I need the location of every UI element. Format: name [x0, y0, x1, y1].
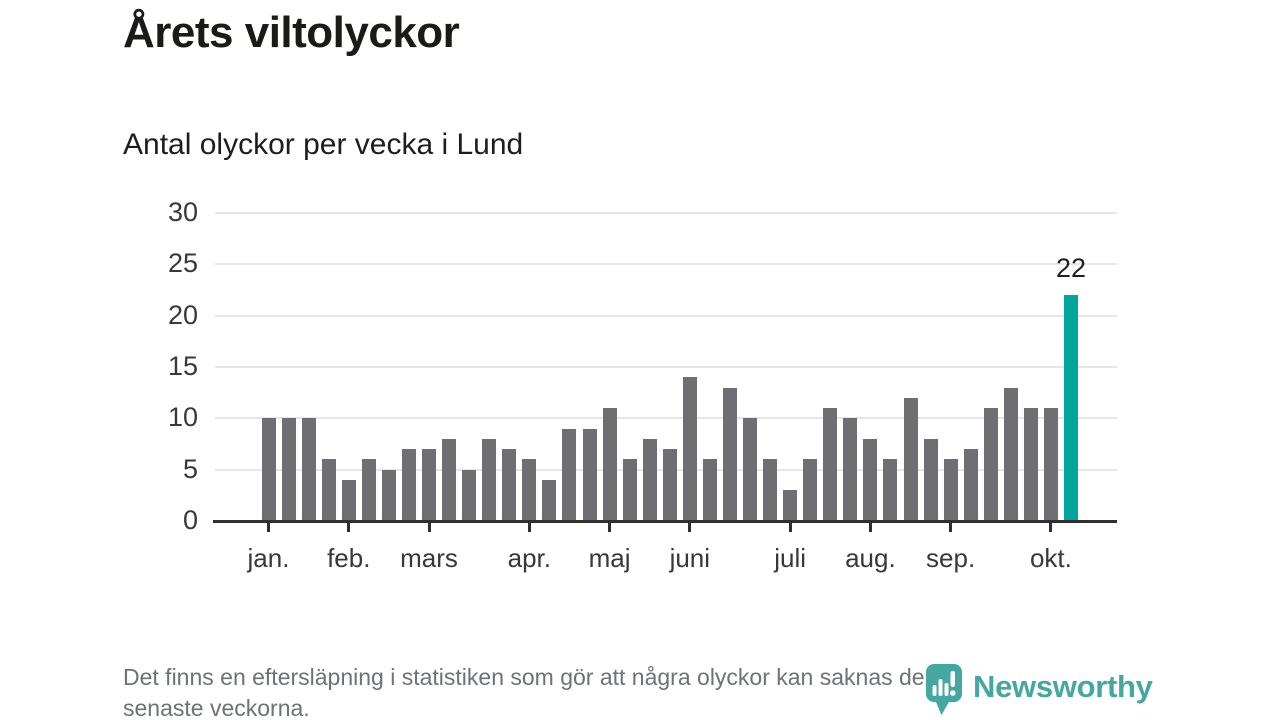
highlighted-bar-week-41 — [1064, 295, 1078, 521]
x-axis-month-label: jan. — [247, 543, 290, 573]
y-axis-tick-label: 10 — [167, 402, 198, 433]
y-axis-tick-label: 5 — [182, 453, 198, 484]
x-axis-tick-juli — [788, 522, 792, 532]
x-axis-tick-jan — [267, 522, 270, 532]
bar-week-15 — [542, 479, 557, 521]
bar-week-29 — [823, 408, 838, 521]
bar-week-33 — [903, 397, 918, 521]
bar-week-25 — [743, 418, 757, 521]
bar-week-28 — [803, 459, 818, 521]
bar-week-27 — [783, 490, 798, 521]
y-axis-tick-label: 0 — [182, 505, 198, 535]
newsworthy-logo-icon — [926, 664, 962, 720]
footer-note: Det finns en eftersläpning i statistiken… — [123, 662, 1183, 720]
x-axis-tick-okt — [1049, 522, 1053, 532]
x-axis-line — [213, 519, 1117, 523]
bar-week-30 — [843, 418, 858, 521]
bar-week-22 — [682, 377, 697, 521]
bar-week-34 — [923, 438, 938, 521]
bar-week-2 — [281, 418, 296, 521]
bar-week-19 — [622, 459, 637, 521]
grid-line-25 — [215, 263, 1117, 266]
bar-week-16 — [562, 428, 577, 521]
x-axis-month-label: sep. — [926, 543, 976, 573]
bar-week-23 — [702, 459, 717, 521]
x-axis-month-label: aug. — [845, 543, 896, 573]
bar-week-37 — [983, 408, 998, 521]
grid-line-15 — [215, 366, 1117, 368]
x-axis-month-label: okt. — [1029, 543, 1072, 573]
x-axis-month-label: juni — [669, 543, 711, 573]
y-axis-tick-label: 25 — [167, 248, 198, 279]
bar-week-21 — [662, 449, 677, 521]
bar-week-20 — [642, 438, 657, 521]
y-axis-tick-label: 15 — [167, 351, 198, 381]
bar-week-9 — [422, 449, 436, 521]
bar-week-11 — [462, 469, 477, 521]
bar-week-17 — [582, 428, 597, 521]
chart-subtitle: Antal olyckor per vecka i Lund — [123, 128, 524, 161]
x-axis-tick-mars — [427, 522, 431, 532]
bar-week-39 — [1023, 408, 1038, 521]
grid-line-30 — [215, 212, 1117, 214]
highlight-value-label: 22 — [1055, 253, 1087, 284]
x-axis-month-label: maj — [588, 543, 631, 573]
bar-week-26 — [763, 459, 778, 521]
bar-week-24 — [722, 387, 737, 521]
footer-note-line1: Det finns en eftersläpning i statistiken… — [123, 664, 925, 690]
newsworthy-logo-text: Newsworthy — [973, 669, 1153, 704]
x-axis-tick-aug — [868, 522, 872, 532]
x-axis-month-label: juli — [774, 543, 807, 573]
bar-week-38 — [1003, 387, 1018, 521]
grid-line-20 — [215, 314, 1117, 317]
bar-week-40 — [1043, 408, 1058, 521]
bar-week-18 — [602, 408, 617, 521]
bar-week-7 — [381, 469, 396, 521]
bar-week-8 — [401, 449, 416, 521]
grid-line-10 — [215, 417, 1117, 420]
bar-week-14 — [522, 459, 537, 521]
chart-title: Årets viltolyckor — [123, 8, 460, 57]
bar-week-31 — [863, 438, 878, 521]
bar-week-35 — [943, 459, 958, 521]
x-axis-tick-feb — [347, 522, 351, 532]
bar-week-32 — [883, 459, 898, 521]
x-axis-tick-maj — [608, 522, 612, 532]
bar-week-1 — [261, 418, 276, 521]
x-axis-tick-apr — [527, 522, 531, 532]
x-axis-tick-juni — [688, 522, 692, 532]
y-axis-tick-label: 20 — [167, 299, 198, 330]
bar-week-5 — [341, 479, 356, 521]
bar-week-13 — [502, 449, 517, 521]
bar-week-6 — [361, 459, 376, 521]
x-axis-month-label: feb. — [327, 543, 371, 573]
bar-week-4 — [321, 459, 336, 521]
bar-week-12 — [482, 438, 497, 521]
bar-week-3 — [301, 418, 316, 521]
x-axis-month-label: mars — [400, 543, 458, 573]
y-axis-tick-label: 30 — [167, 197, 198, 227]
bar-week-10 — [442, 438, 457, 521]
newsworthy-logo: Newsworthy — [926, 664, 1153, 720]
bar-week-36 — [963, 449, 978, 521]
x-axis-month-label: apr. — [507, 543, 551, 573]
footer-note-line2: senaste veckorna. — [123, 695, 310, 720]
x-axis-tick-sep — [949, 522, 953, 532]
